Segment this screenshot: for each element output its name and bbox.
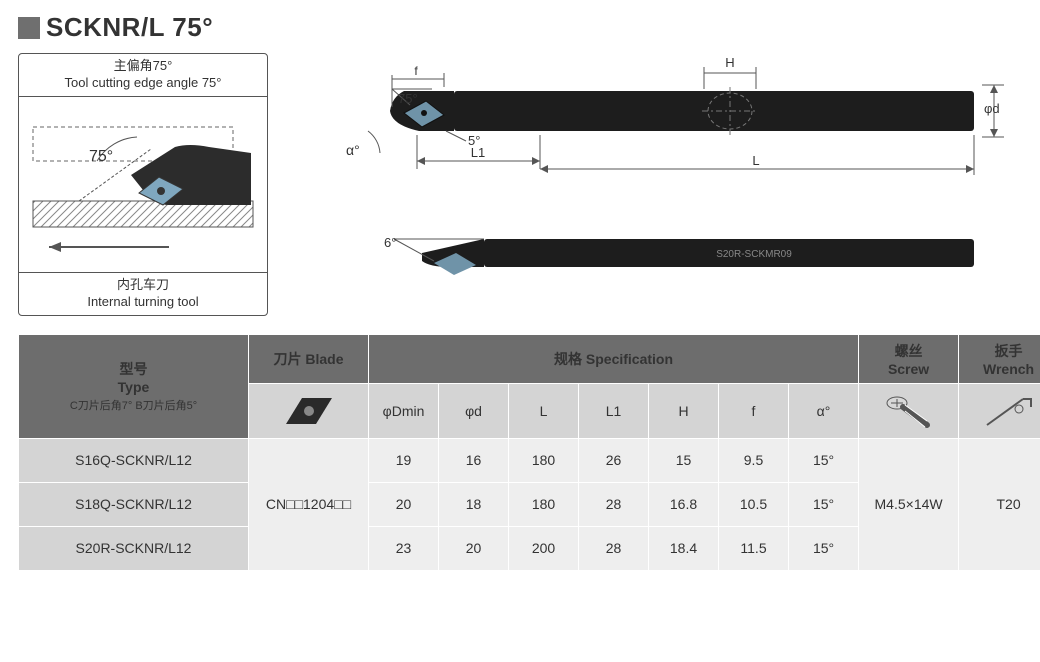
left-top-en: Tool cutting edge angle 75°	[23, 75, 263, 92]
page-title: SCKNR/L 75°	[46, 12, 213, 43]
angle-75-label: 75°	[89, 148, 113, 165]
title-row: SCKNR/L 75°	[18, 12, 1022, 43]
wrench-value-cell: T20	[959, 438, 1040, 570]
drawing-phid-label: φd	[984, 101, 1000, 116]
drawing-L1-label: L1	[471, 145, 485, 160]
torx-wrench-icon	[981, 391, 1037, 431]
side-view-group: 6° S20R-SCKMR09	[384, 235, 974, 275]
spec-col-f: f	[719, 383, 789, 438]
type-cell: S16Q-SCKNR/L12	[19, 438, 249, 482]
spec-col-d: φd	[439, 383, 509, 438]
spec-col-Dmin: φDmin	[369, 383, 439, 438]
screw-icon	[883, 391, 935, 431]
blade-rhombus-icon	[278, 390, 340, 432]
tool-drawings: 75° 5° α° f H	[284, 53, 1022, 316]
drawing-6deg-label: 6°	[384, 235, 396, 250]
spec-col-alpha: α°	[789, 383, 859, 438]
angle-diagram-icon: 75°	[19, 97, 267, 267]
header-type-sub: C刀片后角7° B刀片后角5°	[23, 397, 244, 413]
header-type: 型号 Type C刀片后角7° B刀片后角5°	[19, 334, 249, 438]
header-screw: 螺丝 Screw	[859, 334, 959, 383]
drawing-H-label: H	[725, 55, 734, 70]
upper-section: 主偏角75° Tool cutting edge angle 75°	[18, 53, 1022, 316]
header-wrench: 扳手 Wrench	[959, 334, 1040, 383]
left-top-cn: 主偏角75°	[23, 58, 263, 75]
header-type-cn: 型号	[23, 359, 244, 379]
spec-col-L: L	[509, 383, 579, 438]
left-bottom-cn: 内孔车刀	[23, 277, 263, 294]
left-bottom-en: Internal turning tool	[23, 294, 263, 311]
left-box-drawing: 75°	[19, 97, 267, 272]
drawing-L-label: L	[752, 153, 759, 168]
left-diagram-box: 主偏角75° Tool cutting edge angle 75°	[18, 53, 268, 316]
header-blade: 刀片 Blade	[249, 334, 369, 383]
drawing-alpha-label: α°	[346, 142, 360, 158]
screw-icon-cell	[859, 383, 959, 438]
header-type-en: Type	[23, 379, 244, 395]
technical-drawing-icon: 75° 5° α° f H	[284, 53, 1004, 303]
type-cell: S20R-SCKNR/L12	[19, 526, 249, 570]
blade-code-cell: CN□□1204□□	[249, 438, 369, 570]
spec-col-L1: L1	[579, 383, 649, 438]
drawing-f-label: f	[414, 64, 418, 78]
left-box-bottom-labels: 内孔车刀 Internal turning tool	[19, 272, 267, 315]
title-square-icon	[18, 17, 40, 39]
left-box-top-labels: 主偏角75° Tool cutting edge angle 75°	[19, 54, 267, 97]
wrench-icon-cell	[959, 383, 1040, 438]
page-root: SCKNR/L 75° 主偏角75° Tool cutting edge ang…	[0, 0, 1040, 662]
table-row: S16Q-SCKNR/L12 CN□□1204□□ 19 16 180 26 1…	[19, 438, 1040, 482]
drawing-75-label: 75°	[398, 91, 418, 106]
spec-table: 型号 Type C刀片后角7° B刀片后角5° 刀片 Blade 规格 Spec…	[18, 334, 1040, 571]
header-spec: 规格 Specification	[369, 334, 859, 383]
spec-col-H: H	[649, 383, 719, 438]
screw-value-cell: M4.5×14W	[859, 438, 959, 570]
bar-model-text: S20R-SCKMR09	[716, 249, 792, 260]
top-view-group: 75° 5° α° f H	[346, 55, 1004, 175]
blade-shape-cell	[249, 383, 369, 438]
type-cell: S18Q-SCKNR/L12	[19, 482, 249, 526]
